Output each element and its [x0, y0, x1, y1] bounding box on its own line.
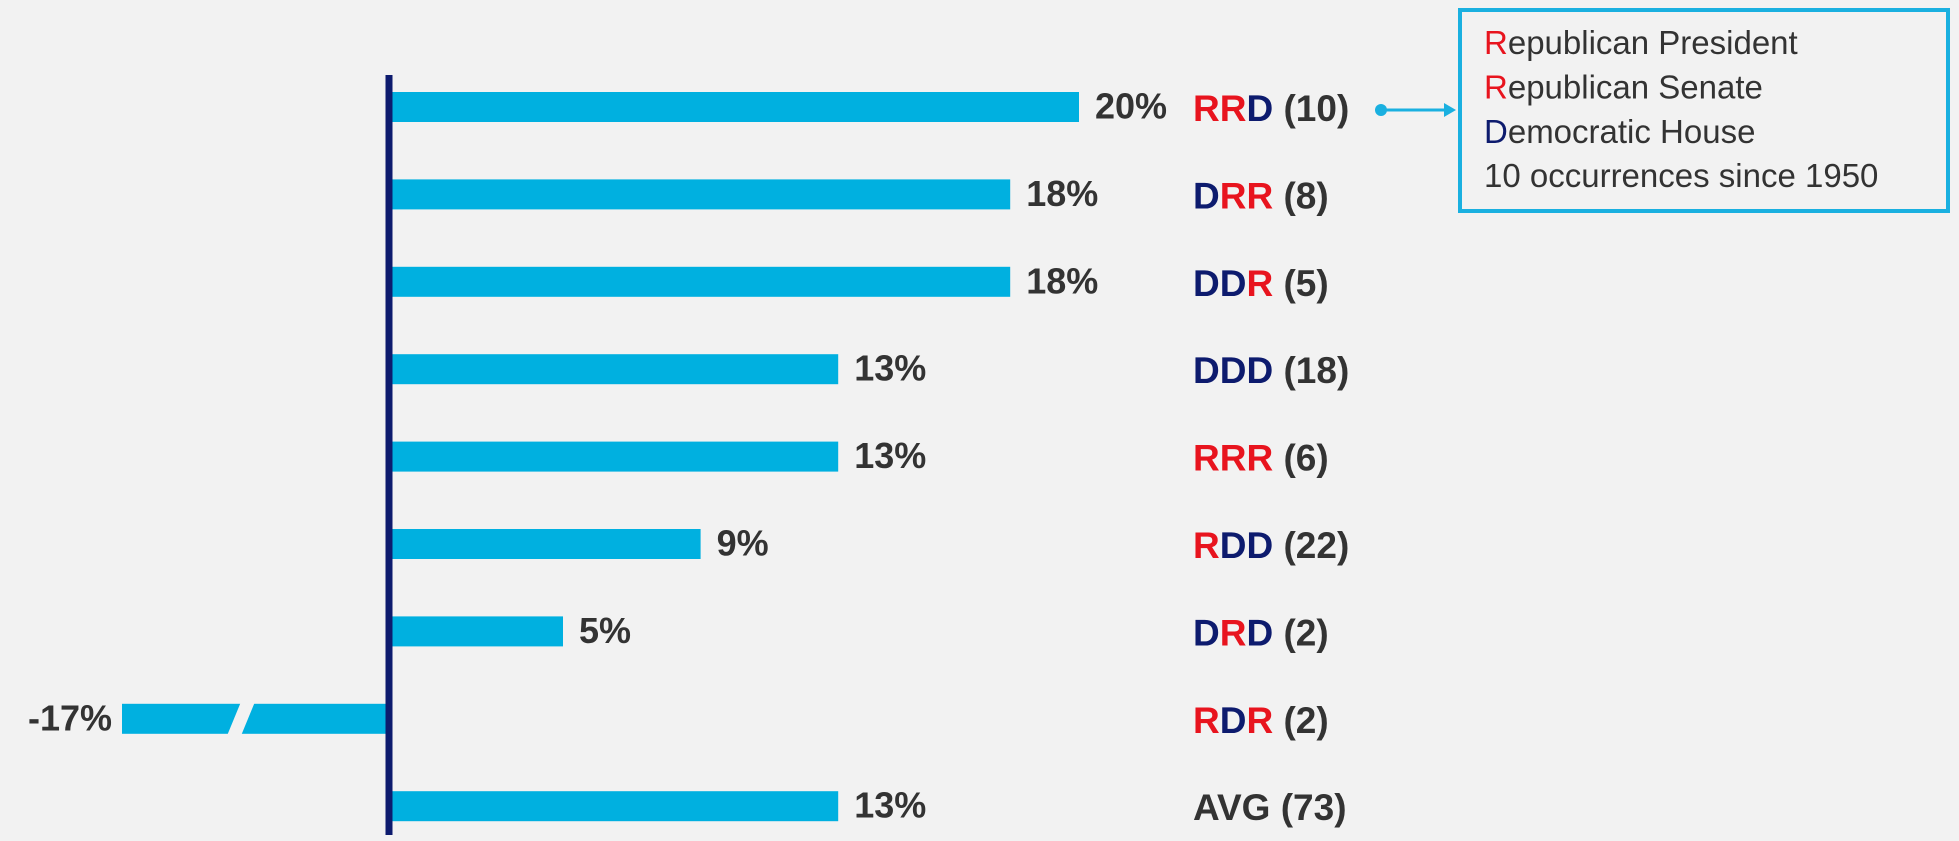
value-label: 18% [1026, 260, 1098, 301]
annotation-line: Democratic House [1484, 113, 1755, 150]
bar [391, 441, 839, 472]
annotation-line: Republican President [1484, 24, 1798, 61]
category-label: RRD (10) [1193, 88, 1349, 129]
bar [391, 616, 563, 647]
bar [391, 791, 839, 822]
axis-break [227, 701, 255, 736]
bar [122, 703, 391, 734]
value-label: 13% [854, 348, 926, 389]
value-label: -17% [28, 697, 112, 738]
value-label: 13% [854, 785, 926, 826]
category-label: DDD (18) [1193, 350, 1349, 391]
category-label: RRR (6) [1193, 437, 1329, 478]
bar [391, 354, 839, 385]
category-label: DRR (8) [1193, 175, 1329, 216]
bar [391, 266, 1011, 297]
annotation-line: 10 occurrences since 1950 [1484, 157, 1878, 194]
annotation-arrowhead [1444, 103, 1456, 117]
bar [391, 179, 1011, 210]
bar [391, 529, 701, 559]
value-label: 20% [1095, 86, 1167, 127]
category-label: AVG (73) [1193, 787, 1347, 828]
category-label: DDR (5) [1193, 263, 1329, 304]
value-label: 5% [579, 610, 631, 651]
bar [391, 92, 1079, 122]
annotation-box [1458, 8, 1950, 213]
category-label: RDR (2) [1193, 700, 1329, 741]
value-label: 13% [854, 435, 926, 476]
category-label: DRD (2) [1193, 612, 1329, 653]
category-label: RDD (22) [1193, 525, 1349, 566]
value-label: 18% [1026, 173, 1098, 214]
annotation-line: Republican Senate [1484, 68, 1763, 105]
value-label: 9% [717, 523, 769, 564]
